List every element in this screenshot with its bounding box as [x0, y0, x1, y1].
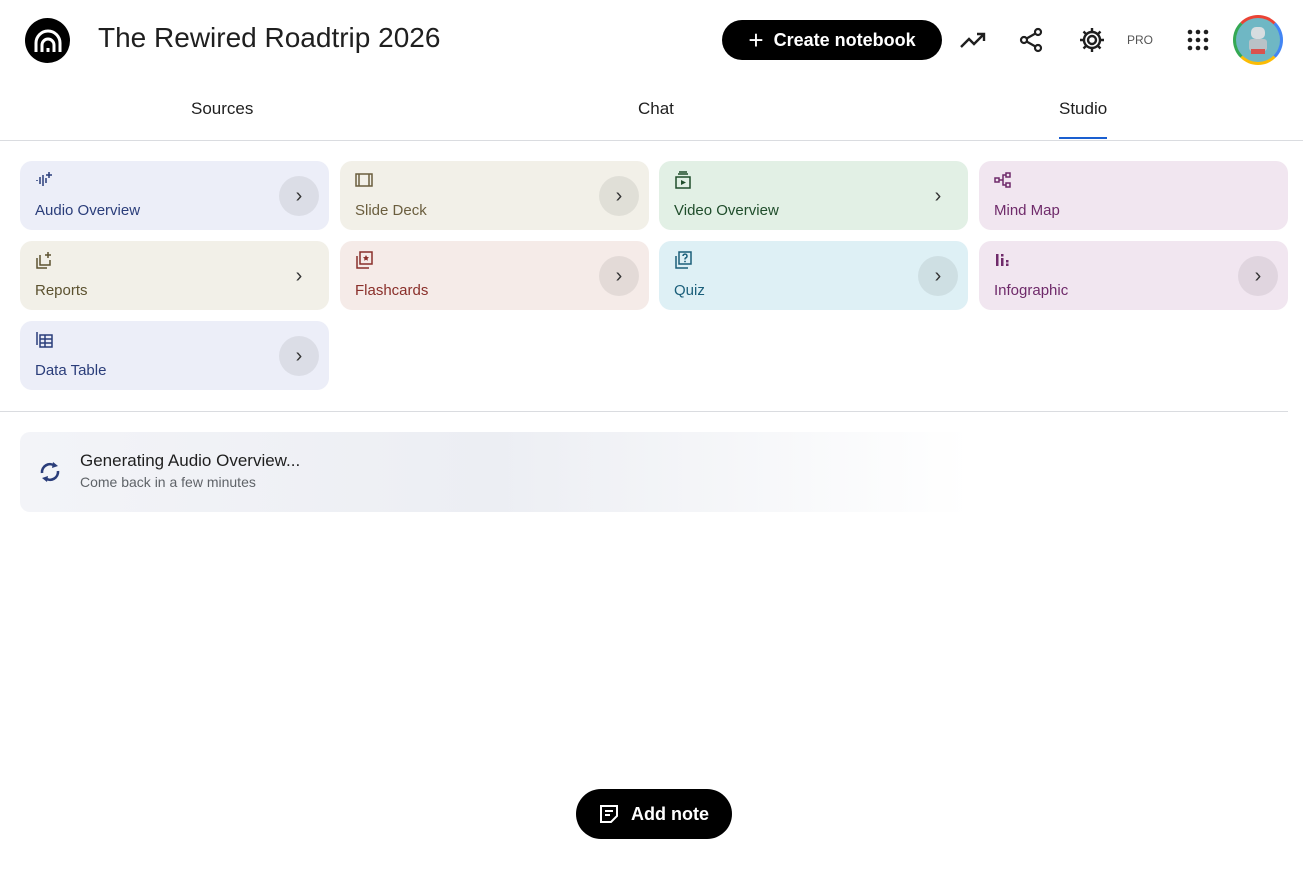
tile-mind-map[interactable]: Mind Map: [979, 161, 1288, 230]
generating-subtitle: Come back in a few minutes: [80, 474, 256, 490]
generating-status-card: Generating Audio Overview... Come back i…: [20, 432, 970, 512]
audio-waveform-icon: [36, 172, 52, 186]
chevron-right-icon[interactable]: ›: [599, 176, 639, 216]
apps-grid-icon[interactable]: [1182, 24, 1214, 56]
notebooklm-logo[interactable]: [25, 18, 70, 63]
tile-infographic[interactable]: Infographic ›: [979, 241, 1288, 310]
create-notebook-button[interactable]: + Create notebook: [722, 20, 942, 60]
chevron-right-icon[interactable]: ›: [279, 176, 319, 216]
plus-icon: +: [748, 25, 764, 55]
note-icon: [600, 805, 618, 823]
infographic-icon: [996, 254, 1009, 266]
tile-slide-deck[interactable]: Slide Deck ›: [340, 161, 649, 230]
tab-sources[interactable]: Sources: [191, 99, 254, 118]
tile-label: Audio Overview: [35, 202, 141, 219]
tile-label: Data Table: [35, 362, 107, 379]
tile-video-overview[interactable]: Video Overview ›: [659, 161, 968, 230]
quiz-icon: [675, 251, 692, 269]
chevron-right-icon[interactable]: ›: [918, 256, 958, 296]
divider: [0, 411, 1288, 412]
add-note-button[interactable]: Add note: [576, 789, 732, 839]
video-icon: [675, 171, 691, 189]
tile-label: Mind Map: [994, 202, 1060, 219]
share-icon[interactable]: [1015, 24, 1047, 56]
tab-chat[interactable]: Chat: [638, 99, 674, 118]
tile-label: Quiz: [674, 282, 705, 299]
tile-data-table[interactable]: Data Table ›: [20, 321, 329, 390]
notebook-title[interactable]: The Rewired Roadtrip 2026: [98, 22, 441, 53]
analytics-icon[interactable]: [957, 24, 989, 56]
chevron-right-icon[interactable]: ›: [1238, 256, 1278, 296]
tile-label: Infographic: [994, 282, 1069, 299]
flashcards-icon: [356, 251, 373, 269]
sync-icon: [40, 462, 60, 482]
table-icon: [36, 332, 53, 348]
chevron-right-icon[interactable]: ›: [934, 184, 942, 207]
avatar[interactable]: [1233, 15, 1283, 65]
tile-label: Reports: [35, 282, 88, 299]
chevron-right-icon[interactable]: ›: [279, 336, 319, 376]
pro-badge: PRO: [1127, 33, 1154, 47]
tile-quiz[interactable]: Quiz ›: [659, 241, 968, 310]
mind-map-icon: [994, 172, 1011, 188]
tab-bar: Sources Chat Studio: [0, 84, 1303, 141]
tile-audio-overview[interactable]: Audio Overview ›: [20, 161, 329, 230]
tile-reports[interactable]: Reports ›: [20, 241, 329, 310]
add-note-label: Add note: [631, 803, 709, 824]
reports-icon: [36, 252, 51, 269]
chevron-right-icon[interactable]: ›: [599, 256, 639, 296]
generating-title: Generating Audio Overview...: [80, 451, 301, 470]
settings-icon[interactable]: [1076, 24, 1108, 56]
slides-icon: [355, 173, 373, 187]
tile-label: Flashcards: [355, 282, 429, 299]
tile-label: Video Overview: [674, 202, 779, 219]
chevron-right-icon[interactable]: ›: [295, 264, 303, 287]
tile-flashcards[interactable]: Flashcards ›: [340, 241, 649, 310]
create-notebook-label: Create notebook: [773, 29, 916, 50]
tab-studio[interactable]: Studio: [1059, 99, 1108, 139]
tile-label: Slide Deck: [355, 202, 427, 219]
